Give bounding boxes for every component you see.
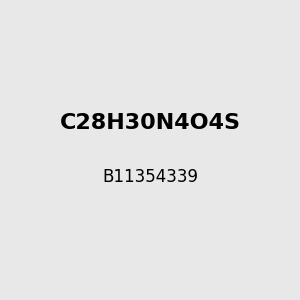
Text: C28H30N4O4S: C28H30N4O4S	[59, 113, 241, 133]
Text: B11354339: B11354339	[102, 168, 198, 186]
